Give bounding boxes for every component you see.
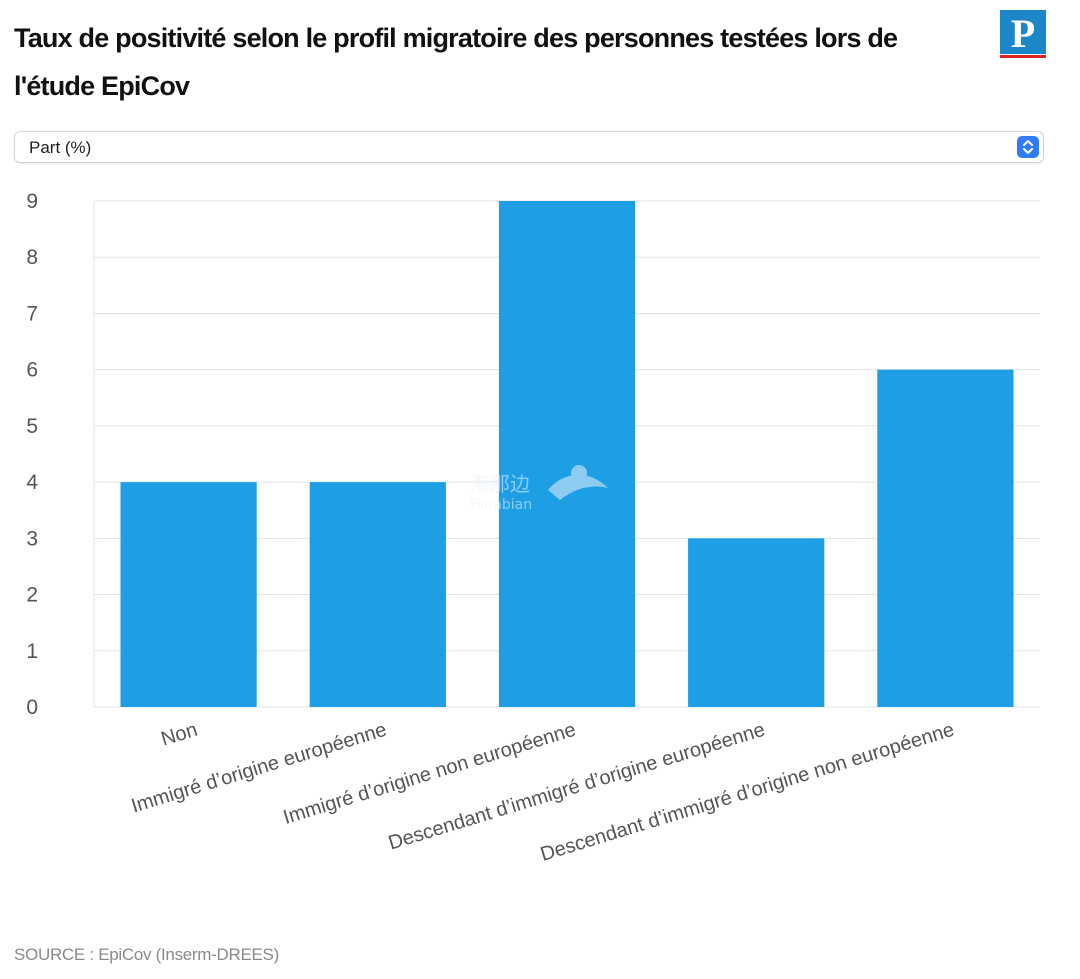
y-tick-label: 7 — [26, 302, 38, 325]
watermark: 海那边 Hinabian — [470, 465, 608, 513]
bar[interactable] — [498, 201, 636, 707]
measure-select-value: Part (%) — [29, 138, 92, 157]
measure-select[interactable]: Part (%) — [14, 131, 1044, 163]
svg-text:P: P — [1011, 11, 1035, 56]
y-tick-label: 2 — [26, 584, 38, 607]
svg-text:Hinabian: Hinabian — [470, 497, 532, 513]
x-tick-label: Non — [159, 719, 201, 751]
chart-title: Taux de positivité selon le profil migra… — [14, 23, 898, 101]
y-tick-label: 0 — [26, 696, 38, 719]
y-tick-label: 6 — [26, 359, 38, 382]
chevron-updown-icon — [1017, 136, 1039, 158]
y-tick-label: 1 — [26, 640, 38, 663]
y-tick-label: 5 — [26, 415, 38, 438]
bar[interactable] — [120, 482, 257, 707]
publisher-logo: P — [1000, 10, 1046, 60]
y-tick-label: 3 — [26, 527, 38, 550]
y-tick-label: 8 — [26, 246, 38, 269]
source-note: SOURCE : EpiCov (Inserm-DREES) — [14, 945, 279, 964]
bars — [120, 201, 1014, 707]
svg-text:海那边: 海那边 — [470, 472, 530, 496]
y-tick-label: 4 — [26, 471, 38, 494]
bar[interactable] — [309, 482, 446, 707]
bar[interactable] — [688, 538, 825, 707]
bar[interactable] — [877, 369, 1014, 707]
y-tick-label: 9 — [26, 190, 38, 213]
y-axis-ticks: 0 1 2 3 4 5 6 7 8 9 — [26, 190, 38, 719]
x-tick-label: Immigré d’origine non européenne — [281, 719, 579, 829]
